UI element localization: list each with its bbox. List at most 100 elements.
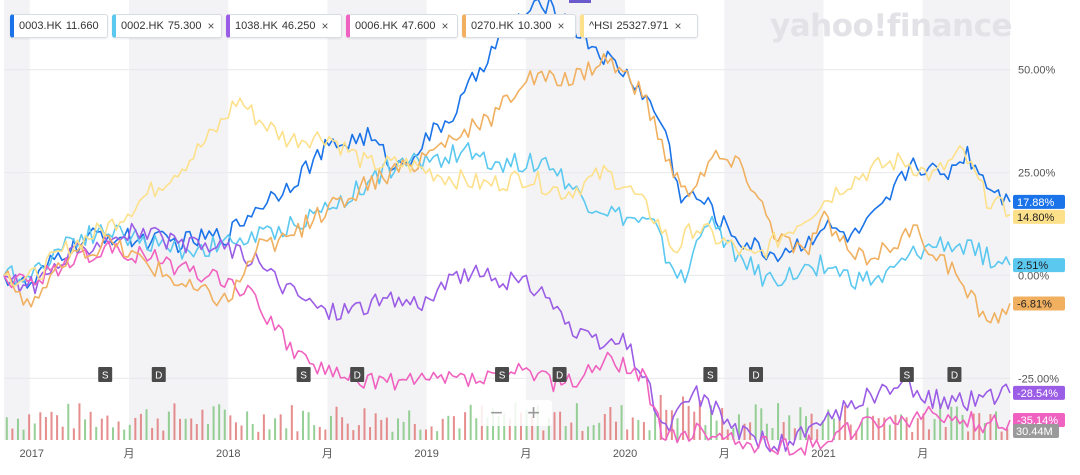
volume-bar — [123, 429, 126, 440]
volume-bar — [793, 428, 796, 440]
volume-bar — [771, 428, 774, 440]
volume-bar — [944, 426, 947, 440]
chip-value: 10.300 — [517, 20, 552, 32]
volume-bar — [402, 421, 405, 440]
volume-bar — [441, 418, 444, 440]
last-value-label: 17.88% — [1017, 197, 1055, 209]
volume-bar — [179, 418, 182, 440]
volume-bar — [503, 412, 506, 440]
chip-0002hk[interactable]: 0002.HK 75.300 × — [112, 14, 222, 38]
volume-bar — [911, 431, 914, 440]
shaded-band — [129, 0, 229, 440]
x-tick-label: 2018 — [216, 448, 240, 460]
chip-value: 11.660 — [65, 20, 99, 32]
volume-bar — [206, 423, 209, 440]
volume-bar — [195, 424, 198, 440]
volume-bar — [967, 431, 970, 440]
volume-bar — [754, 404, 757, 440]
volume-bar — [218, 404, 221, 440]
close-icon[interactable]: × — [557, 19, 565, 33]
volume-bar — [424, 429, 427, 440]
y-tick-label: 50.00% — [1018, 65, 1056, 77]
volume-bar — [257, 431, 260, 440]
volume-bar — [821, 420, 824, 440]
volume-bar — [89, 411, 92, 440]
volume-bar — [469, 404, 472, 440]
volume-bar — [318, 426, 321, 440]
volume-bar — [173, 403, 176, 440]
volume-bar — [307, 412, 310, 440]
volume-bar — [777, 403, 780, 440]
volume-bar — [139, 413, 142, 440]
volume-bar — [413, 423, 416, 440]
volume-bar — [408, 410, 411, 440]
volume-bar — [849, 424, 852, 440]
volume-bar — [961, 414, 964, 440]
volume-bar — [626, 429, 629, 440]
chip-symbol: 0003.HK — [19, 20, 62, 32]
volume-bar — [737, 414, 740, 440]
event-marker-s — [703, 367, 718, 382]
chip-1038hk[interactable]: 1038.HK 46.250 × — [226, 14, 342, 38]
chip-hsi[interactable]: ^HSI 25327.971 × — [580, 14, 698, 38]
last-value-badge — [1013, 413, 1065, 428]
volume-bar — [508, 418, 511, 440]
volume-bar — [296, 431, 299, 440]
volume-bar — [609, 407, 612, 440]
series-line-hsi — [3, 97, 1011, 287]
chip-0006hk[interactable]: 0006.HK 47.600 × — [346, 14, 458, 38]
event-marker-label: D — [752, 371, 759, 382]
series-line-0270hk — [3, 52, 1011, 324]
event-marker-d — [749, 367, 764, 382]
volume-bar — [872, 415, 875, 440]
x-tick-label: 2017 — [20, 448, 44, 460]
volume-bar — [50, 411, 53, 440]
event-marker-label: S — [903, 371, 910, 382]
volume-bar — [1006, 428, 1009, 440]
volume-bar — [357, 425, 360, 440]
volume-bar — [346, 423, 349, 440]
range-indicator — [569, 0, 591, 3]
volume-bar — [329, 415, 332, 440]
zoom-in-button[interactable]: + — [527, 400, 540, 425]
volume-bar — [229, 415, 232, 440]
close-icon[interactable]: × — [441, 19, 449, 33]
volume-bar — [452, 416, 455, 440]
event-marker-label: D — [556, 371, 563, 382]
x-tick-label: 月 — [917, 448, 928, 460]
close-icon[interactable]: × — [674, 19, 682, 33]
shaded-band — [525, 0, 626, 440]
close-icon[interactable]: × — [207, 19, 215, 33]
volume-bar — [363, 408, 366, 440]
event-marker-label: S — [300, 371, 307, 382]
x-tick-label: 月 — [520, 448, 531, 460]
volume-bar — [687, 405, 690, 440]
close-icon[interactable]: × — [321, 19, 329, 33]
volume-bar — [352, 430, 355, 440]
chip-0270hk[interactable]: 0270.HK 10.300 × — [462, 14, 576, 38]
chip-0003hk[interactable]: 0003.HK 11.660 — [10, 14, 108, 38]
volume-bar — [547, 417, 550, 440]
volume-bar — [760, 408, 763, 440]
y-tick-label: 0.00% — [1018, 270, 1049, 282]
event-marker-s — [98, 367, 113, 382]
volume-bar — [28, 414, 31, 440]
volume-bar — [201, 409, 204, 440]
volume-bar — [374, 413, 377, 440]
x-tick-label: 2019 — [414, 448, 438, 460]
event-marker-label: S — [707, 371, 714, 382]
volume-bar — [16, 418, 19, 440]
volume-bar — [335, 406, 338, 440]
volume-bar — [78, 403, 81, 440]
volume-bar — [22, 429, 25, 440]
volume-bar — [570, 422, 573, 440]
volume-bar — [704, 425, 707, 440]
event-marker-s — [899, 367, 914, 382]
series-line-0002hk — [3, 142, 1011, 290]
volume-bar — [391, 431, 394, 440]
event-marker-label: D — [155, 371, 162, 382]
volume-bar — [234, 422, 237, 440]
zoom-out-button[interactable]: − — [490, 400, 503, 425]
